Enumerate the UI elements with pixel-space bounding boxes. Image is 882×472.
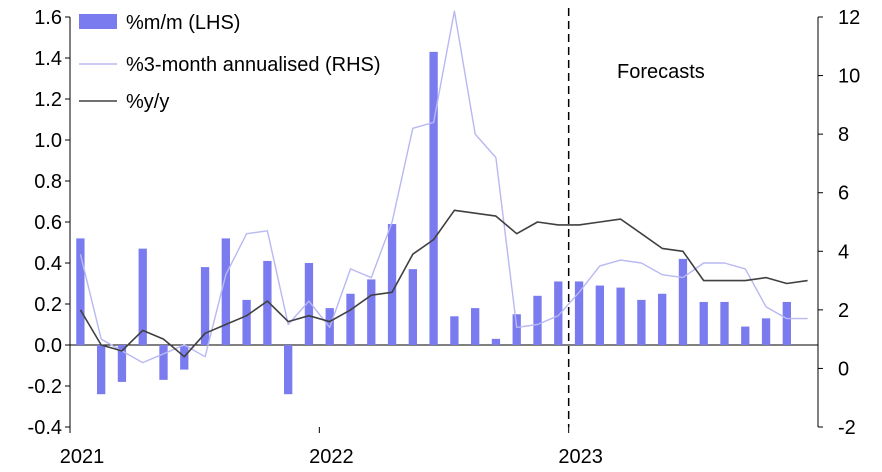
bar [595,285,604,345]
x-tick-label: 2021 [60,446,105,468]
bar [554,281,563,345]
annualised-line [79,10,808,364]
bar [574,281,584,345]
bar [616,287,625,345]
bar [367,279,376,345]
line-series [79,10,808,364]
bar [699,301,708,345]
bar [429,51,438,345]
bar [304,263,314,345]
legend-label: %3-month annualised (RHS) [126,54,381,76]
forecast-label: Forecasts [617,61,705,83]
bar [408,269,417,345]
legend-swatch-bar [79,14,117,29]
right-tick-label: 10 [838,66,860,88]
legend: %m/m (LHS) %3-month annualised (RHS) %y/y [79,12,381,113]
right-axis-ticks: 12 10 8 6 4 2 0 -2 [818,7,860,439]
bar [678,258,688,345]
bar [637,299,646,345]
bar-series [76,51,791,395]
bar [346,293,355,345]
bar [512,314,521,345]
right-tick-label: -2 [838,417,856,439]
bar [117,345,127,382]
left-tick-label: 1.2 [34,89,62,111]
bar [221,238,230,345]
bar [761,318,771,345]
legend-label: %y/y [126,91,169,113]
bar [263,260,272,345]
left-tick-label: 0.6 [34,212,62,234]
bar [284,345,293,395]
bar [242,299,251,345]
right-tick-label: 8 [838,124,849,146]
bar [76,238,85,345]
right-tick-label: 2 [838,300,849,322]
left-tick-label: 0.0 [34,335,62,357]
right-tick-label: 12 [838,7,860,29]
yoy-line [79,209,808,358]
bar [471,308,480,345]
bar [720,301,729,345]
bar [782,301,791,345]
bar [741,326,750,345]
left-axis-ticks: 1.6 1.4 1.2 1.0 0.8 0.6 0.4 0.2 0.0 -0.2 -0.4 [28,7,70,439]
bar [200,267,210,345]
left-tick-label: 1.0 [34,130,62,152]
left-tick-label: 0.8 [34,171,62,193]
left-tick-label: -0.4 [28,417,62,439]
left-tick-label: 0.4 [34,253,62,275]
left-tick-label: 1.6 [34,7,62,29]
bar [159,345,168,380]
bar [450,316,459,345]
bar [658,293,667,345]
x-tick-label: 2023 [558,446,603,468]
bar [387,224,397,345]
x-tick-label: 2022 [309,446,354,468]
right-tick-label: 0 [838,358,849,380]
bar [491,338,501,345]
right-tick-label: 4 [838,241,849,263]
bar [97,345,106,395]
left-tick-label: 0.2 [34,294,62,316]
x-axis-ticks: 2021 2022 2023 [60,427,603,468]
bar [533,295,542,345]
left-tick-label: -0.2 [28,376,62,398]
legend-label: %m/m (LHS) [126,12,240,34]
left-tick-label: 1.4 [34,48,62,70]
right-tick-label: 6 [838,183,849,205]
bar [138,248,147,345]
